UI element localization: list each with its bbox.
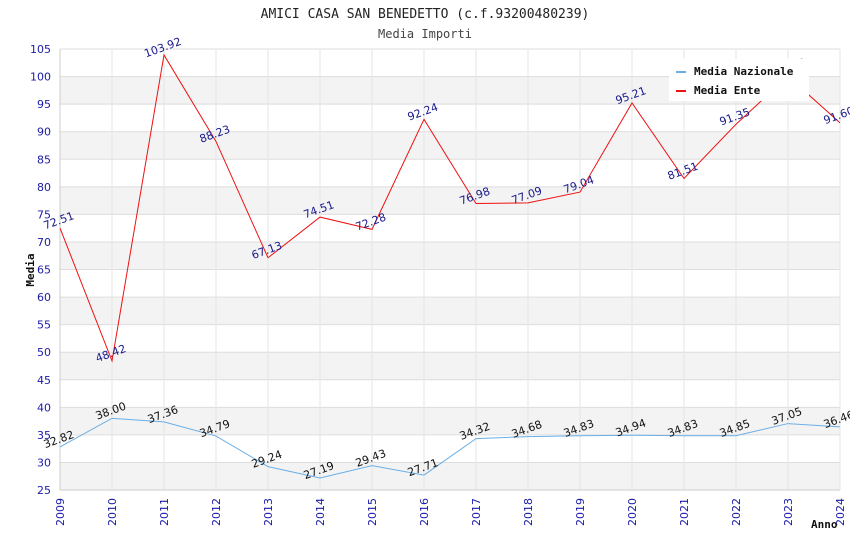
y-tick-label: 70	[37, 236, 51, 249]
y-tick-label: 75	[37, 208, 51, 221]
x-tick-label: 2019	[574, 498, 587, 526]
series-line-media-ente	[59, 53, 841, 363]
x-tick-label: 2020	[626, 498, 639, 526]
plot-band	[60, 186, 840, 215]
y-tick-label: 95	[37, 98, 51, 111]
y-tick-label: 90	[37, 126, 51, 139]
x-tick-label: 2024	[834, 498, 847, 526]
legend-label-media-nazionale: Media Nazionale	[694, 65, 794, 78]
x-tick-label: 2022	[730, 498, 743, 526]
x-tick-label: 2012	[210, 498, 223, 526]
y-tick-label: 100	[30, 71, 51, 84]
x-tick-label: 2017	[470, 498, 483, 526]
chart-subtitle: Media Importi	[378, 27, 472, 41]
series-lines	[59, 53, 841, 479]
legend-box	[669, 59, 809, 101]
y-axis-label: Media	[24, 253, 37, 286]
x-tick-label: 2016	[418, 498, 431, 526]
data-label: 81.51	[666, 160, 700, 183]
y-tick-label: 85	[37, 153, 51, 166]
y-tick-label: 35	[37, 429, 51, 442]
x-tick-label: 2014	[314, 498, 327, 526]
x-tick-label: 2015	[366, 498, 379, 526]
y-tick-label: 55	[37, 319, 51, 332]
plot-band	[60, 407, 840, 435]
series-line-media-nazionale	[59, 417, 841, 479]
x-axis-ticks: 2009 2010 2011 2012 2013 2014 2015 2016 2017 2018…	[54, 498, 847, 526]
plot-band	[60, 462, 840, 490]
y-tick-label: 65	[37, 264, 51, 277]
y-tick-label: 40	[37, 401, 51, 414]
y-tick-label: 45	[37, 374, 51, 387]
x-tick-label: 2011	[158, 498, 171, 526]
y-tick-label: 30	[37, 456, 51, 469]
y-axis-ticks: 25 30 35 40 45 50 55 60 65 70 75 80 85 90 95 100 105	[30, 43, 51, 497]
chart-title: AMICI CASA SAN BENEDETTO (c.f.9320048023…	[261, 7, 590, 22]
plot-band	[60, 241, 840, 270]
data-label: 103.92	[142, 35, 183, 60]
plot-band	[60, 131, 840, 160]
legend-label-media-ente: Media Ente	[694, 84, 761, 97]
plot-band	[60, 352, 840, 380]
y-tick-label: 60	[37, 291, 51, 304]
y-tick-label: 50	[37, 346, 51, 359]
x-tick-label: 2021	[678, 498, 691, 526]
y-tick-label: 105	[30, 43, 51, 56]
x-tick-label: 2018	[522, 498, 535, 526]
x-tick-label: 2010	[106, 498, 119, 526]
y-tick-label: 80	[37, 181, 51, 194]
plot-band	[60, 297, 840, 325]
x-axis-label: Anno	[811, 518, 838, 531]
data-label: 91.60	[822, 104, 850, 127]
x-tick-label: 2009	[54, 498, 67, 526]
legend: Media Nazionale Media Ente	[669, 59, 809, 101]
x-tick-label: 2023	[782, 498, 795, 526]
x-tick-label: 2013	[262, 498, 275, 526]
plot-bands	[60, 76, 840, 490]
y-tick-label: 25	[37, 484, 51, 497]
